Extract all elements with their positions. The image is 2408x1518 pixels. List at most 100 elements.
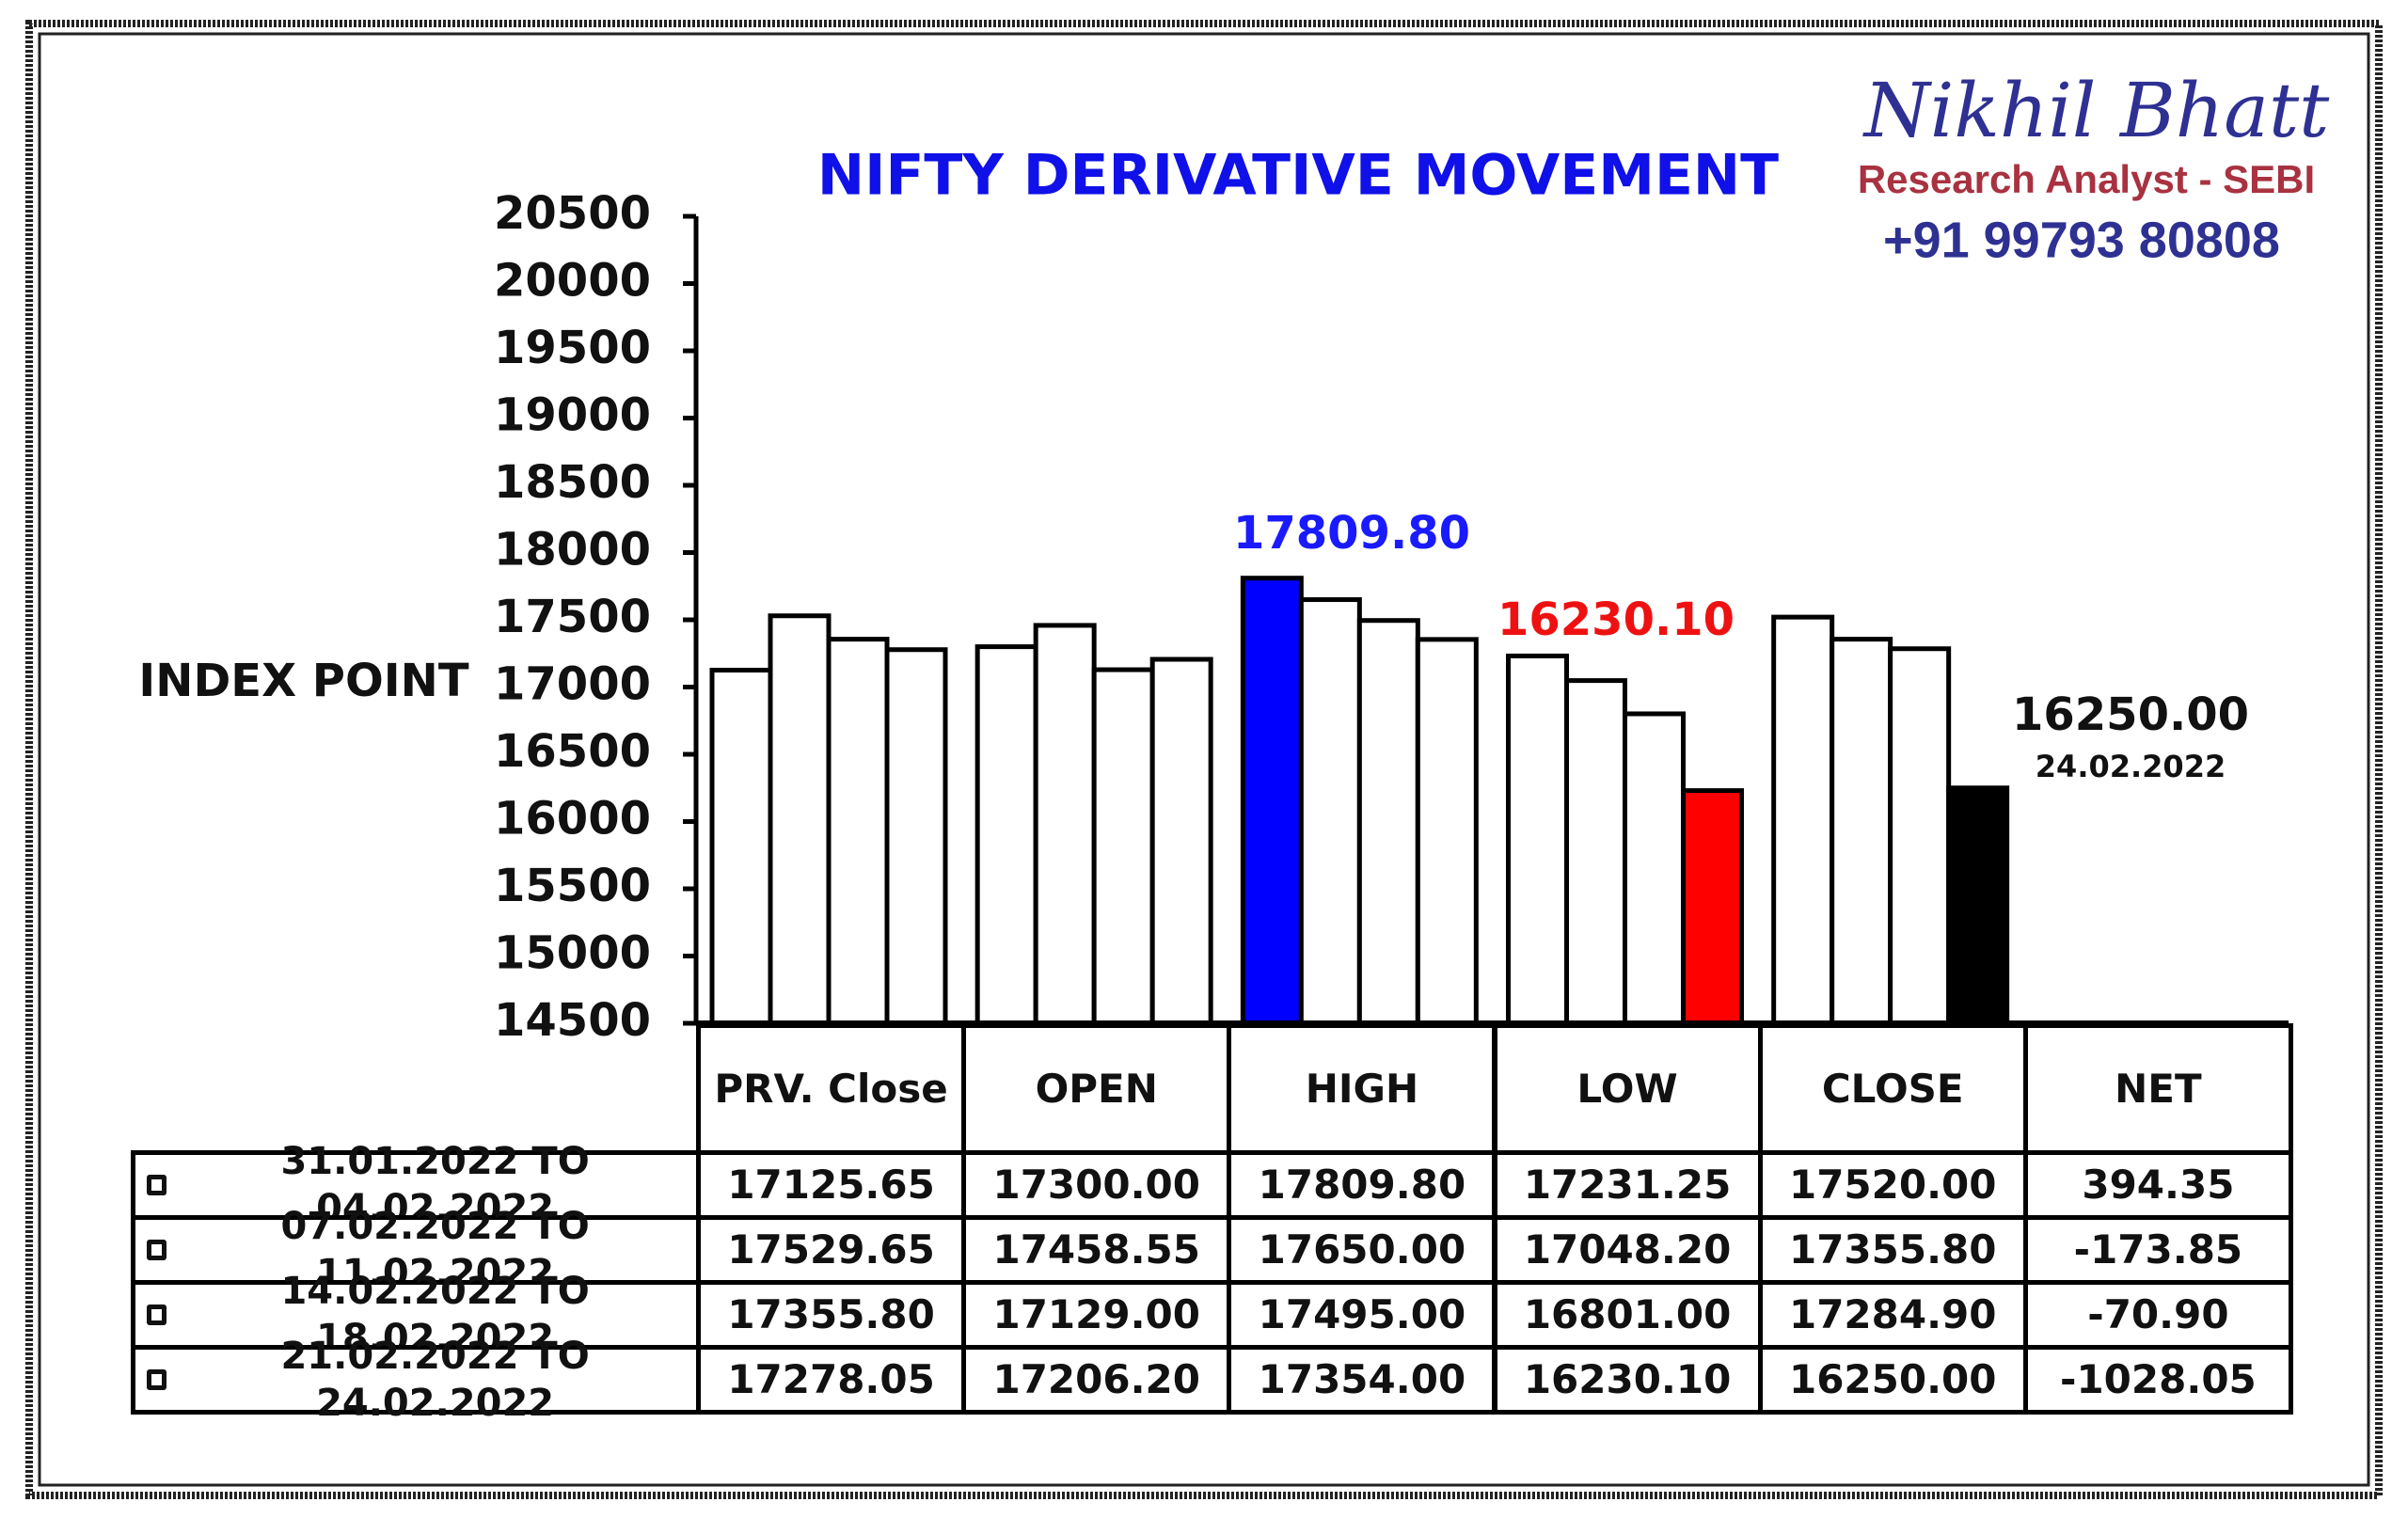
cell-text: -173.85 [2073, 1225, 2243, 1273]
bar [1623, 711, 1686, 1026]
outer-border [25, 20, 2383, 1499]
cell-text: 17355.80 [727, 1290, 935, 1337]
table-net: -70.90 [2022, 1280, 2293, 1350]
bar [974, 644, 1038, 1026]
brand-name: Nikhil Bhatt [1862, 67, 2330, 154]
y-tick-label: 20000 [494, 255, 651, 308]
y-tick-label: 20500 [494, 187, 651, 240]
cell-text: 17458.55 [992, 1225, 1200, 1273]
cell-text: NET [2115, 1065, 2202, 1112]
cell-text: OPEN [1035, 1065, 1158, 1112]
cell-text: -1028.05 [2060, 1355, 2257, 1402]
cell-text: 16801.00 [1523, 1290, 1732, 1337]
y-tick-label: 17500 [494, 591, 651, 643]
cell-text: 17231.25 [1523, 1161, 1732, 1208]
bar [1888, 646, 1952, 1026]
cell-text: 16230.10 [1523, 1355, 1732, 1402]
cell-text: 17355.80 [1788, 1225, 1997, 1273]
bar [1564, 678, 1627, 1026]
table-value: 17278.05 [696, 1345, 967, 1415]
bar [1506, 653, 1569, 1026]
y-tick-label: 15000 [494, 927, 651, 980]
cell-text: 16250.00 [1788, 1355, 1997, 1402]
checkbox-icon [147, 1305, 167, 1325]
table-value: 17458.55 [961, 1215, 1232, 1285]
y-tick-label: 17000 [494, 658, 651, 711]
table-header: LOW [1492, 1023, 1763, 1155]
annotation: 16230.10 [1497, 593, 1735, 646]
y-tick-label: 18000 [494, 524, 651, 577]
table-value: 17300.00 [961, 1150, 1232, 1220]
table-value: 17129.00 [961, 1280, 1232, 1350]
y-tick-label: 15500 [494, 860, 651, 912]
table-value: 17355.80 [696, 1280, 967, 1350]
table-header: NET [2022, 1023, 2293, 1155]
y-tick-label: 16500 [494, 725, 651, 778]
cell-text: CLOSE [1821, 1065, 1964, 1112]
table-value: 16230.10 [1492, 1345, 1763, 1415]
cell-text: 17650.00 [1258, 1225, 1466, 1273]
table-header: HIGH [1227, 1023, 1497, 1155]
table-value: 16250.00 [1757, 1345, 2028, 1415]
bar [1149, 656, 1213, 1026]
row-label: 31.01.2022 TO 04.02.2022 [131, 1140, 701, 1230]
bar [826, 637, 890, 1026]
cell-text: 21.02.2022 TO 24.02.2022 [280, 1335, 590, 1425]
table-value: 17355.80 [1757, 1215, 2028, 1285]
bar [1298, 597, 1362, 1026]
bar [1033, 623, 1097, 1026]
y-tick-label: 14500 [494, 994, 651, 1047]
bar [709, 668, 773, 1026]
bar [1240, 576, 1304, 1026]
table-value: 17809.80 [1227, 1150, 1497, 1220]
annotation: 17809.80 [1233, 507, 1470, 560]
cell-text: 17809.80 [1258, 1161, 1466, 1208]
table-value: 17206.20 [961, 1345, 1232, 1415]
table-header: PRV. Close [696, 1023, 967, 1155]
bar [884, 647, 948, 1026]
cell-text: 17284.90 [1788, 1290, 1997, 1337]
table-net: -173.85 [2022, 1215, 2293, 1285]
cell-text: 17125.65 [727, 1161, 935, 1208]
bar [1356, 618, 1420, 1026]
inner-border [38, 32, 2370, 1487]
brand-phone: +91 99793 80808 [1883, 212, 2280, 268]
y-tick-label: 19000 [494, 389, 651, 442]
table-value: 17520.00 [1757, 1150, 2028, 1220]
cell-text: 17354.00 [1258, 1355, 1466, 1402]
y-tick-label: 19500 [494, 322, 651, 374]
table-net: 394.35 [2022, 1150, 2293, 1220]
row-label: 21.02.2022 TO 24.02.2022 [131, 1335, 701, 1425]
bar [1946, 785, 2010, 1026]
bar [1091, 667, 1155, 1026]
checkbox-icon [147, 1369, 167, 1390]
y-tick-label: 18500 [494, 456, 651, 509]
table-header: CLOSE [1757, 1023, 2028, 1155]
cell-text: PRV. Close [714, 1065, 948, 1112]
table-value: 17284.90 [1757, 1280, 2028, 1350]
cell-text: LOW [1576, 1065, 1678, 1112]
cell-text: 17495.00 [1258, 1290, 1466, 1337]
cell-text: 17529.65 [727, 1225, 935, 1273]
table-value: 17529.65 [696, 1215, 967, 1285]
annotation: 24.02.2022 [2036, 749, 2226, 784]
chart-title: NIFTY DERIVATIVE MOVEMENT [817, 143, 1779, 209]
bar [768, 613, 832, 1026]
bar [1771, 614, 1835, 1026]
cell-text: 17129.00 [992, 1290, 1200, 1337]
cell-text: 17206.20 [992, 1355, 1200, 1402]
table-value: 16801.00 [1492, 1280, 1763, 1350]
table-header: OPEN [961, 1023, 1232, 1155]
cell-text: 17300.00 [992, 1161, 1200, 1208]
cell-text: -70.90 [2087, 1290, 2229, 1337]
cell-text: 394.35 [2082, 1161, 2235, 1208]
checkbox-icon [147, 1240, 167, 1260]
table-value: 17125.65 [696, 1150, 967, 1220]
y-tick-label: 16000 [494, 793, 651, 846]
table-value: 17495.00 [1227, 1280, 1497, 1350]
annotation: 16250.00 [2012, 688, 2249, 741]
cell-text: 17278.05 [727, 1355, 935, 1402]
y-axis-label: INDEX POINT [138, 655, 468, 707]
